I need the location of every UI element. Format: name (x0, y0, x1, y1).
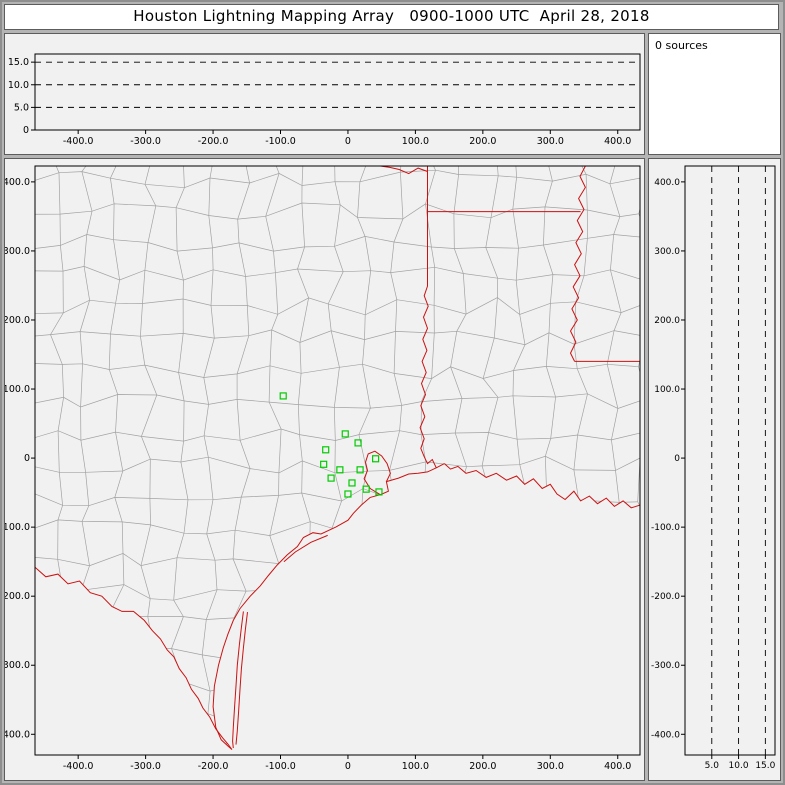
tick-label: 10.0 (8, 80, 29, 91)
tick-label: 400.0 (5, 177, 30, 188)
tick-label: 200.0 (469, 761, 496, 772)
ew-altitude-panel: 15.0 10.0 5.0 0 -400.0 -300.0 -200.0 -100.0 0 100… (4, 33, 645, 155)
tick-label: 0 (23, 125, 29, 136)
tick-label: 100.0 (402, 136, 429, 147)
map-plot[interactable]: -400.0 -300.0 -200.0 -100.0 0 100.0 200.0 300.0… (5, 159, 644, 780)
tick-label: -200.0 (5, 591, 30, 602)
tick-label: 10.0 (729, 761, 749, 771)
lma-station-marker (362, 485, 370, 493)
tick-label: 0 (24, 453, 30, 464)
window-title: Houston Lightning Mapping Array 0900-100… (4, 4, 779, 30)
tick-label: -100.0 (265, 136, 296, 147)
tick-label: 300.0 (537, 136, 564, 147)
tick-label: 200.0 (469, 136, 496, 147)
tick-label: 5.0 (705, 761, 720, 771)
tick-label: 100.0 (654, 385, 680, 395)
tick-label: -100.0 (651, 523, 680, 533)
tick-label: 200.0 (654, 316, 680, 326)
tick-label: 0 (345, 136, 351, 147)
ew-altitude-plot[interactable]: 15.0 10.0 5.0 0 -400.0 -300.0 -200.0 -100.0 0 100… (5, 34, 644, 154)
tick-label: 100.0 (402, 761, 429, 772)
tick-label: 400.0 (604, 136, 631, 147)
sources-panel: 0 sources (648, 33, 781, 155)
state-borders-coastline (35, 166, 640, 750)
tick-label: -300.0 (130, 761, 161, 772)
lma-station-marker (372, 455, 380, 463)
tick-label: 100.0 (5, 384, 30, 395)
tick-label: 300.0 (537, 761, 564, 772)
lma-stations (279, 392, 383, 498)
tick-label: 5.0 (14, 102, 29, 113)
tick-label: -200.0 (198, 136, 229, 147)
lma-station-marker (279, 392, 287, 400)
lma-station-marker (348, 479, 356, 487)
tick-label: 300.0 (5, 246, 30, 257)
tick-label: -400.0 (651, 730, 680, 740)
lma-station-marker (344, 490, 352, 498)
tick-label: 400.0 (654, 178, 680, 188)
tick-label: -200.0 (651, 592, 680, 602)
tick-label: 0 (674, 454, 680, 464)
tick-label: -400.0 (63, 136, 94, 147)
tick-label: 400.0 (604, 761, 631, 772)
tick-label: -300.0 (5, 660, 30, 671)
lma-station-marker (356, 466, 364, 474)
tick-label: 0 (345, 761, 351, 772)
lma-station-marker (354, 439, 362, 447)
lma-station-marker (327, 474, 335, 482)
map-panel: -400.0 -300.0 -200.0 -100.0 0 100.0 200.0 300.0… (4, 158, 645, 781)
sources-count: 0 sources (655, 39, 708, 52)
tick-label: 300.0 (654, 247, 680, 257)
tick-label: -300.0 (651, 661, 680, 671)
ns-altitude-plot[interactable]: 5.0 10.0 15.0 400.0 300.0 200.0 100.0 0 -100.0 -2… (649, 159, 780, 780)
lma-station-marker (320, 460, 328, 468)
tick-label: -400.0 (63, 761, 94, 772)
tick-label: 15.0 (755, 761, 775, 771)
county-boundaries (35, 166, 640, 750)
tick-label: -100.0 (265, 761, 296, 772)
tick-label: -100.0 (5, 522, 30, 533)
lma-station-marker (341, 430, 349, 438)
tick-label: 15.0 (8, 57, 29, 68)
lma-station-marker (322, 446, 330, 454)
tick-label: -200.0 (198, 761, 229, 772)
lma-station-marker (375, 488, 383, 496)
ns-altitude-panel: 5.0 10.0 15.0 400.0 300.0 200.0 100.0 0 -100.0 -2… (648, 158, 781, 781)
tick-label: -300.0 (130, 136, 161, 147)
tick-label: 200.0 (5, 315, 30, 326)
lma-station-marker (336, 466, 344, 474)
tick-label: -400.0 (5, 729, 30, 740)
